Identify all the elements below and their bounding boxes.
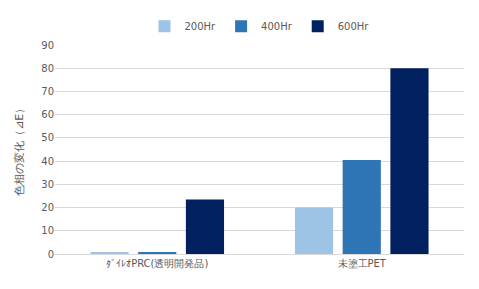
svg-text:0: 0 — [48, 249, 54, 260]
svg-text:未塗工PET: 未塗工PET — [338, 258, 387, 269]
svg-text:ﾀﾞｲﾚｵPRC(透明開発品): ﾀﾞｲﾚｵPRC(透明開発品) — [106, 258, 208, 269]
svg-text:600Hr: 600Hr — [338, 21, 370, 32]
svg-text:色相の変化（⊿E）: 色相の変化（⊿E） — [13, 103, 26, 196]
svg-text:70: 70 — [41, 86, 54, 97]
svg-text:40: 40 — [41, 156, 54, 167]
svg-text:30: 30 — [41, 179, 54, 190]
svg-text:400Hr: 400Hr — [261, 21, 293, 32]
svg-text:10: 10 — [41, 225, 54, 236]
svg-text:60: 60 — [41, 109, 54, 120]
svg-text:200Hr: 200Hr — [185, 21, 217, 32]
svg-text:50: 50 — [41, 132, 54, 143]
svg-text:20: 20 — [41, 202, 54, 213]
svg-text:90: 90 — [41, 40, 54, 51]
svg-text:80: 80 — [41, 63, 54, 74]
